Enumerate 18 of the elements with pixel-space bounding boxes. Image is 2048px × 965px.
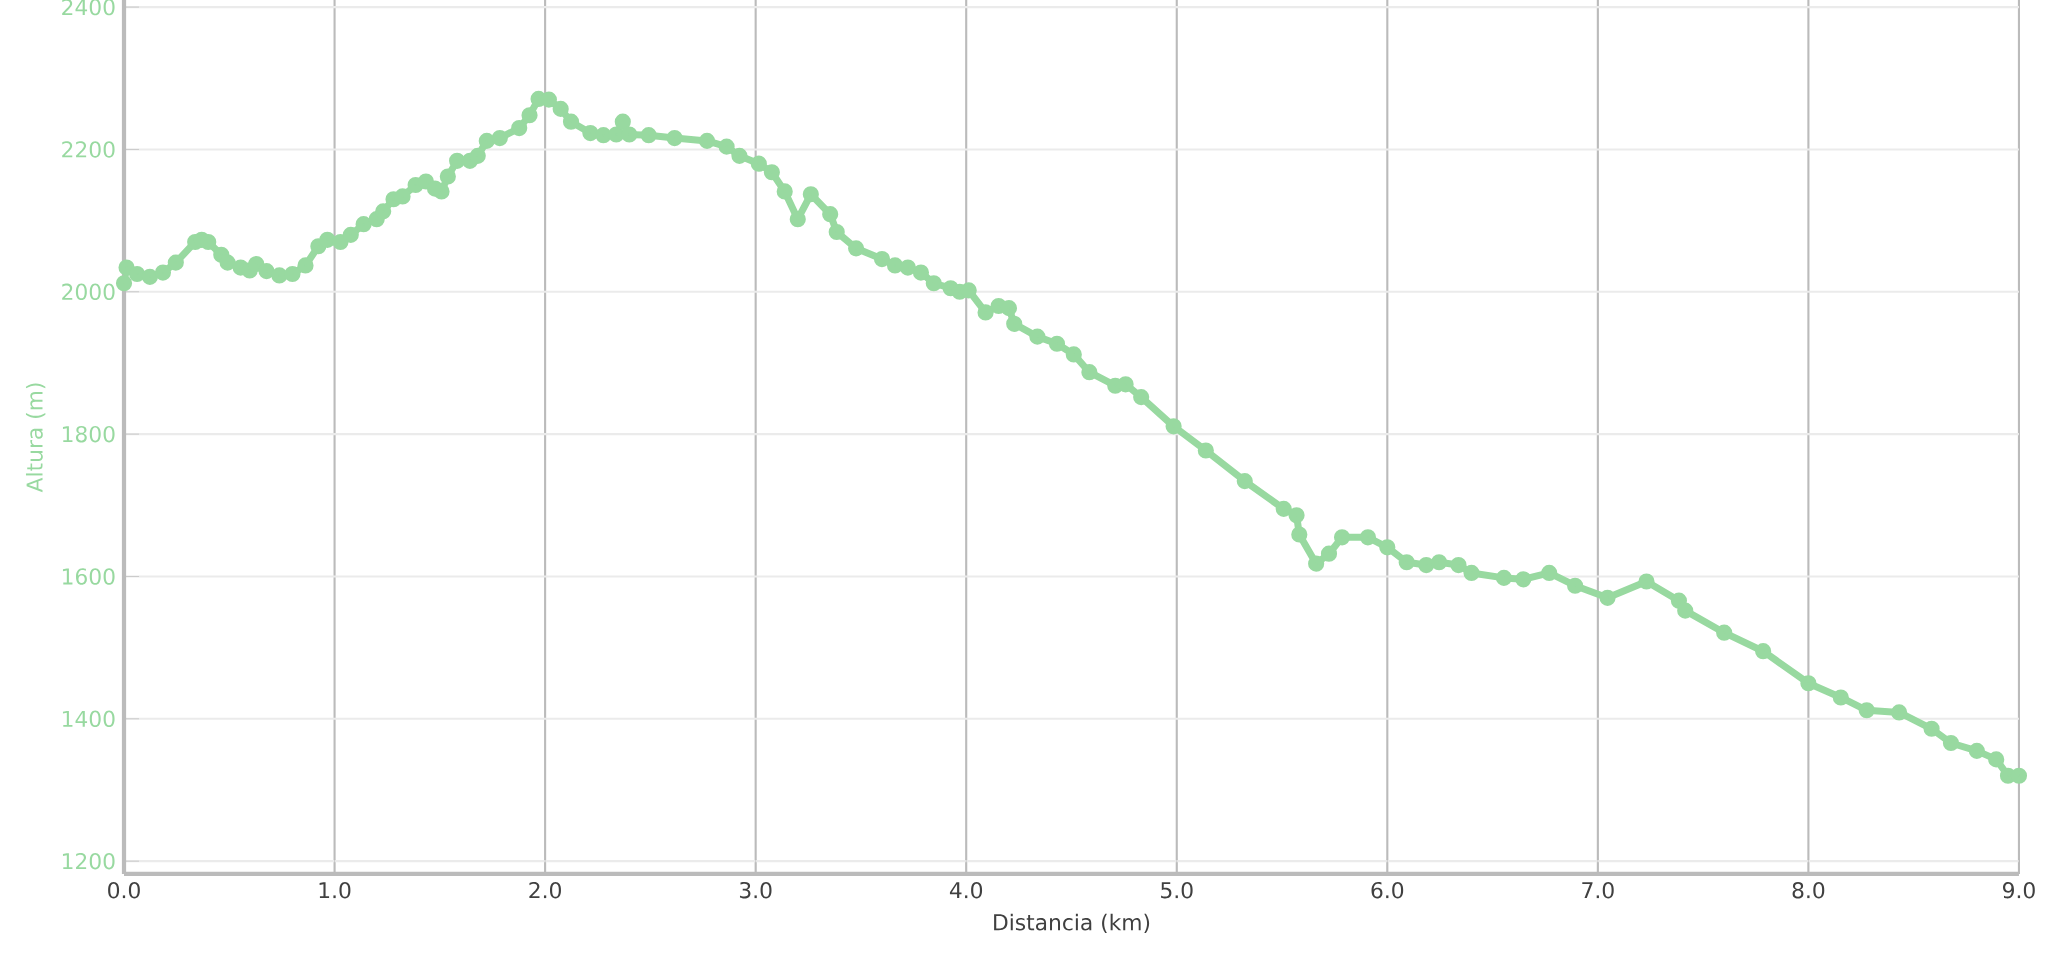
x-tick-label: 3.0 — [739, 881, 772, 899]
x-tick-label: 1.0 — [319, 881, 351, 899]
y-tick-label: 2200 — [62, 141, 115, 158]
x-tick-label: 2.0 — [529, 881, 561, 899]
y-tick-label: 1600 — [62, 568, 115, 585]
y-tick-label: 1800 — [62, 425, 115, 443]
x-tick-label: 9.0 — [2003, 881, 2035, 899]
x-tick-label: 5.0 — [1161, 881, 1193, 899]
x-tick-label: 6.0 — [1371, 881, 1404, 899]
x-tick-label: 7.0 — [1582, 881, 1614, 899]
x-axis-title: Distancia (km) — [994, 913, 1150, 934]
x-tick-label: 8.0 — [1792, 881, 1825, 899]
x-tick-label: 4.0 — [949, 881, 983, 899]
y-tick-label: 2000 — [62, 283, 115, 301]
y-tick-label: 1200 — [62, 852, 115, 870]
y-axis-title: Altura (m) — [25, 383, 46, 493]
x-tick-label: 0.0 — [108, 881, 140, 899]
y-tick-label: 1400 — [62, 710, 115, 728]
